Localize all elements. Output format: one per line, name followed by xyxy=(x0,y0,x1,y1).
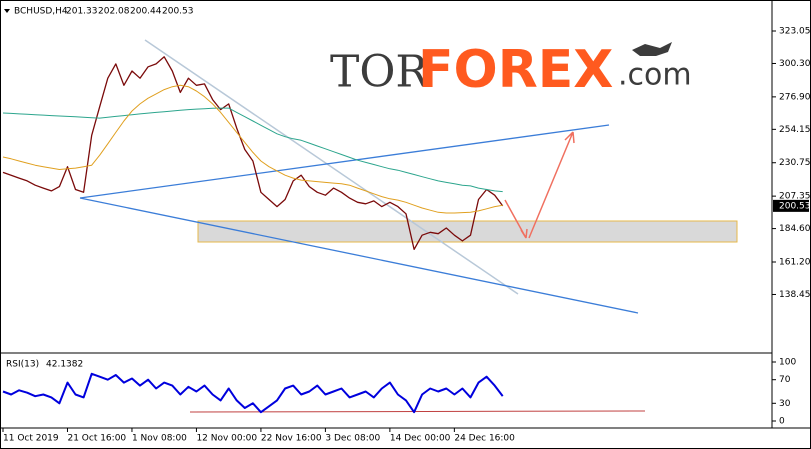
y-tick-label: 70 xyxy=(779,375,791,385)
watermark-brand: FOREX xyxy=(418,40,613,100)
y-tick-label: 300.30 xyxy=(779,59,811,69)
price-line xyxy=(2,84,503,214)
y-tick-label: 230.75 xyxy=(779,158,811,168)
watermark-suffix: .com xyxy=(618,58,692,93)
trend-line xyxy=(144,39,519,295)
annotations xyxy=(79,39,738,413)
y-tick-label: 184.60 xyxy=(779,224,811,234)
y-tick-label: 30 xyxy=(779,399,791,409)
high: 202.08 xyxy=(98,7,130,17)
y-tick-label: 100 xyxy=(779,357,796,367)
rsi-line xyxy=(2,372,504,414)
price-tag-label: 200.53 xyxy=(779,201,811,211)
lower-channel xyxy=(79,197,639,314)
support-zone xyxy=(197,220,738,243)
symbol: BCHUSD,H4 xyxy=(14,7,68,17)
down-arrow xyxy=(504,199,528,239)
open: 201.33 xyxy=(66,7,98,17)
y-tick-label: 254.15 xyxy=(779,125,811,135)
y-tick-label: 0 xyxy=(779,417,785,427)
price-tag xyxy=(773,199,809,212)
x-tick-label: 21 Oct 16:00 xyxy=(67,434,126,444)
rsi-value: 42.1382 xyxy=(46,360,83,370)
x-tick-label: 11 Oct 2019 xyxy=(3,434,59,444)
x-tick-label: 24 Dec 16:00 xyxy=(454,434,515,444)
price-line xyxy=(2,56,504,251)
x-tick-label: 1 Nov 08:00 xyxy=(132,434,187,444)
x-tick-label: 12 Nov 00:00 xyxy=(196,434,257,444)
y-tick-label: 207.35 xyxy=(779,192,811,202)
low: 200.44 xyxy=(130,7,162,17)
bull-logo xyxy=(632,42,672,56)
y-tick-label: 138.45 xyxy=(779,290,811,300)
y-tick-label: 276.90 xyxy=(779,92,811,102)
close: 200.53 xyxy=(162,7,194,17)
x-tick-label: 3 Dec 08:00 xyxy=(325,434,380,444)
up-arrow xyxy=(528,131,575,239)
upper-channel xyxy=(79,124,610,199)
rsi-title: RSI(13) xyxy=(6,360,39,370)
x-tick-label: 22 Nov 16:00 xyxy=(261,434,322,444)
y-tick-label: 323.05 xyxy=(779,27,811,37)
watermark-prefix: TOR xyxy=(330,47,430,98)
x-tick-label: 14 Dec 00:00 xyxy=(390,434,451,444)
watermark: TOR FOREX .com xyxy=(330,40,692,100)
header-arrow xyxy=(4,9,10,13)
rsi-level-line xyxy=(189,410,646,413)
y-tick-label: 161.20 xyxy=(779,257,811,267)
header: BCHUSD,H4 201.33 202.08 200.44 200.53 xyxy=(4,7,194,17)
price-line xyxy=(2,107,503,193)
